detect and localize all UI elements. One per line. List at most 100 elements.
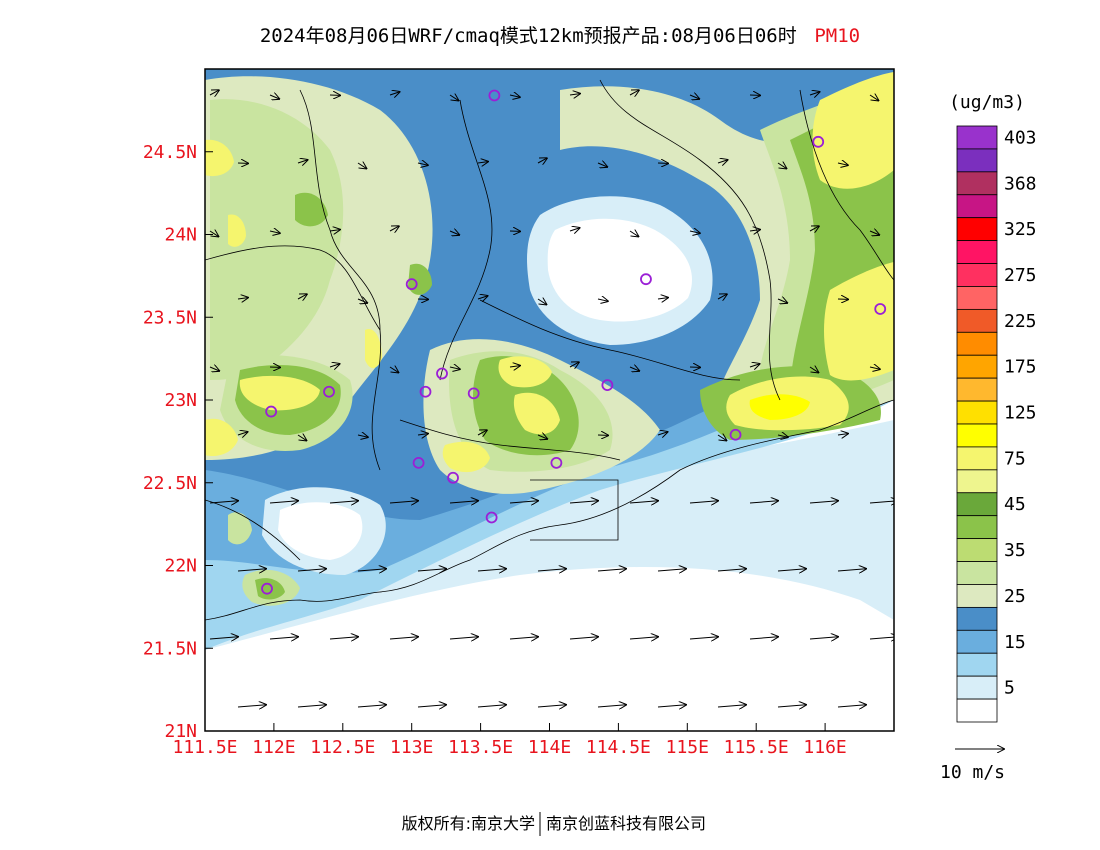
wind-arrow bbox=[477, 705, 506, 707]
wind-arrow bbox=[269, 231, 280, 233]
lon-tick-label: 113E bbox=[390, 737, 433, 758]
wind-arrow bbox=[477, 162, 488, 163]
wind-arrow bbox=[898, 296, 907, 299]
legend-swatch bbox=[956, 263, 998, 287]
lat-tick-label: 21N bbox=[164, 721, 197, 742]
station-marker bbox=[601, 379, 614, 392]
wind-arrow bbox=[869, 367, 880, 369]
wind-arrow bbox=[209, 637, 238, 639]
wind-arrow bbox=[689, 231, 700, 233]
wind-arrow bbox=[537, 569, 566, 571]
legend-level-label: 325 bbox=[1004, 219, 1037, 240]
wind-arrow bbox=[297, 705, 326, 707]
footer: 版权所有:南京大学 南京创蓝科技有限公司 bbox=[402, 812, 706, 836]
wind-arrow bbox=[297, 294, 307, 299]
wind-arrow bbox=[209, 231, 218, 236]
lat-tick-label: 23.5N bbox=[143, 307, 197, 328]
wind-arrow bbox=[237, 569, 266, 571]
wind-arrow bbox=[477, 569, 506, 571]
lon-tick-label: 112E bbox=[252, 737, 295, 758]
legend-level-label: 75 bbox=[1004, 448, 1026, 469]
wind-arrow bbox=[749, 637, 778, 639]
wind-arrow bbox=[537, 705, 566, 707]
station-marker bbox=[412, 456, 425, 469]
legend-level-label: 403 bbox=[1004, 127, 1037, 148]
lat-tick-label: 24N bbox=[164, 225, 197, 246]
wind-arrow bbox=[717, 160, 727, 163]
wind-arrow bbox=[209, 501, 238, 503]
wind-arrow bbox=[329, 637, 358, 639]
wind-arrow bbox=[657, 569, 686, 571]
station-marker bbox=[640, 273, 652, 286]
wind-arrow bbox=[629, 367, 639, 371]
footer-company: 南京创蓝科技有限公司 bbox=[546, 814, 706, 833]
wind-arrow bbox=[657, 705, 686, 707]
station-markers bbox=[261, 89, 887, 595]
legend-swatch bbox=[956, 698, 998, 723]
wind-scale-label: 10 m/s bbox=[940, 762, 1005, 783]
admin-boundaries bbox=[205, 79, 894, 621]
wind-arrow bbox=[898, 162, 908, 163]
legend-swatch bbox=[956, 469, 998, 494]
wind-arrow bbox=[597, 299, 608, 301]
legend-swatch bbox=[956, 217, 998, 242]
wind-arrow bbox=[269, 95, 279, 99]
wind-arrow bbox=[449, 637, 478, 639]
wind-arrow bbox=[569, 228, 579, 231]
wind-arrow bbox=[657, 298, 668, 299]
wind-arrow bbox=[749, 501, 778, 503]
wind-arrow bbox=[569, 501, 598, 503]
wind-arrow bbox=[389, 501, 418, 503]
station-marker bbox=[447, 471, 459, 484]
wind-arrow bbox=[777, 569, 806, 571]
wind-arrow bbox=[689, 95, 699, 99]
wind-arrow bbox=[837, 163, 848, 165]
wind-arrow bbox=[237, 705, 266, 707]
wind-arrow bbox=[629, 231, 638, 236]
wind-arrow bbox=[569, 94, 580, 95]
wind-arrow bbox=[297, 160, 307, 163]
wind-arrow bbox=[449, 95, 458, 100]
wind-arrow bbox=[449, 501, 478, 503]
wind-arrow bbox=[269, 637, 298, 639]
legend-swatch bbox=[956, 171, 998, 196]
wind-scale: 10 m/s bbox=[940, 749, 1005, 783]
legend-swatch bbox=[956, 148, 998, 173]
longitude-axis: 111.5E 112E 112.5E 113E 113.5E 114E 114.5E 115E… bbox=[172, 723, 847, 758]
wind-arrow bbox=[297, 435, 306, 440]
wind-arrow bbox=[629, 501, 658, 503]
wind-arrow bbox=[717, 705, 746, 707]
wind-arrow bbox=[237, 432, 247, 435]
wind-arrow bbox=[837, 569, 866, 571]
legend-level-label: 25 bbox=[1004, 586, 1026, 607]
wind-vectors bbox=[209, 90, 926, 707]
legend-swatch bbox=[956, 515, 998, 540]
wind-arrow bbox=[717, 294, 727, 299]
wind-arrow bbox=[597, 569, 626, 571]
latitude-axis: 21N 21.5N 22N 22.5N 23N 23.5N 24N 24.5N bbox=[143, 142, 213, 742]
station-marker bbox=[467, 387, 480, 400]
wind-arrow bbox=[417, 705, 446, 707]
station-marker bbox=[405, 278, 418, 291]
legend-swatch bbox=[956, 584, 998, 608]
station-marker bbox=[323, 385, 335, 398]
wind-arrow bbox=[898, 569, 926, 571]
wind-arrow bbox=[209, 367, 219, 371]
legend-swatch bbox=[956, 446, 998, 471]
wind-arrow bbox=[269, 501, 298, 503]
wind-arrow bbox=[809, 226, 819, 231]
lat-tick-label: 24.5N bbox=[143, 142, 197, 163]
lat-tick-label: 22.5N bbox=[143, 473, 197, 494]
title-main: 2024年08月06日WRF/cmaq模式12km预报产品:08月06日06时 bbox=[260, 25, 797, 47]
legend-level-label: 275 bbox=[1004, 265, 1037, 286]
legend-level-label: 225 bbox=[1004, 311, 1037, 332]
wind-arrow bbox=[717, 435, 726, 440]
lon-tick-label: 114.5E bbox=[586, 737, 651, 758]
station-marker bbox=[550, 456, 563, 469]
legend-swatch bbox=[956, 125, 998, 150]
legend-swatch bbox=[956, 240, 998, 264]
legend-swatch bbox=[956, 538, 998, 562]
station-marker bbox=[419, 385, 432, 398]
title-variable: PM10 bbox=[814, 25, 860, 47]
